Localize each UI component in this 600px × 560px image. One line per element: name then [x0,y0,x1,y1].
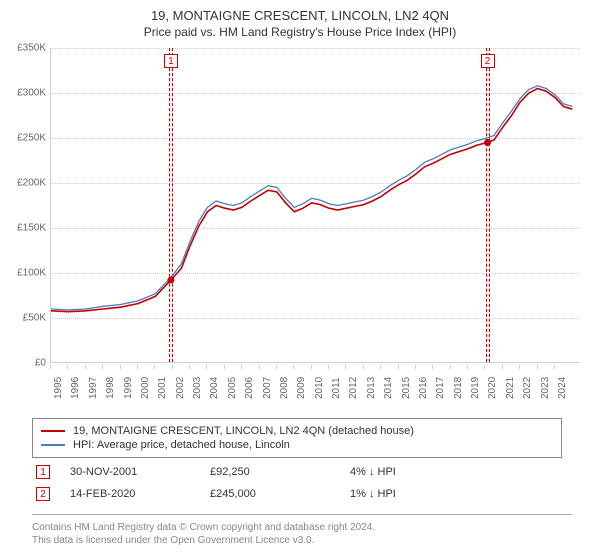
x-tick-label: 2020 [487,377,498,399]
table-row: 2 14-FEB-2020 £245,000 1% ↓ HPI [32,483,572,505]
x-tick [484,365,485,369]
legend-item: 19, MONTAIGNE CRESCENT, LINCOLN, LN2 4QN… [41,425,553,437]
x-tick [50,365,51,369]
x-tick-label: 2006 [244,377,255,399]
legend-item: HPI: Average price, detached house, Linc… [41,439,553,451]
x-tick-label: 2023 [540,377,551,399]
x-tick-label: 1999 [123,377,134,399]
x-tick-label: 2015 [401,377,412,399]
x-tick-label: 2011 [331,377,342,399]
x-tick [363,365,364,369]
x-tick-label: 2003 [192,377,203,399]
x-tick-label: 2016 [418,377,429,399]
x-tick-label: 2012 [348,377,359,399]
x-tick [120,365,121,369]
x-tick-label: 2007 [262,377,273,399]
legend: 19, MONTAIGNE CRESCENT, LINCOLN, LN2 4QN… [32,418,562,458]
y-tick-label: £50K [23,313,46,324]
line-property [51,89,572,312]
x-tick [241,365,242,369]
chart-subtitle: Price paid vs. HM Land Registry's House … [0,25,600,39]
footer: Contains HM Land Registry data © Crown c… [32,514,572,547]
y-tick-label: £250K [17,133,46,144]
x-tick-label: 2000 [140,377,151,399]
x-tick [502,365,503,369]
x-tick-label: 1998 [105,377,116,399]
x-tick-label: 1996 [70,377,81,399]
transactions-table: 1 30-NOV-2001 £92,250 4% ↓ HPI 2 14-FEB-… [32,461,572,505]
x-tick [345,365,346,369]
chart-title: 19, MONTAIGNE CRESCENT, LINCOLN, LN2 4QN [0,8,600,23]
row-diff: 1% ↓ HPI [350,488,470,500]
x-tick [554,365,555,369]
row-price: £245,000 [210,488,350,500]
row-marker-box: 1 [36,465,50,479]
chart-plot-area: £0£50K£100K£150K£200K£250K£300K£350K12 [50,48,580,363]
x-tick [415,365,416,369]
x-tick [328,365,329,369]
x-tick [137,365,138,369]
row-date: 30-NOV-2001 [70,466,210,478]
y-tick-label: £350K [17,43,46,54]
footer-line: Contains HM Land Registry data © Crown c… [32,521,572,534]
x-tick-label: 2024 [557,377,568,399]
line-hpi [51,86,572,310]
x-tick [154,365,155,369]
footer-line: This data is licensed under the Open Gov… [32,534,572,547]
legend-swatch [41,444,65,446]
x-tick [398,365,399,369]
x-tick-label: 2008 [279,377,290,399]
x-tick-label: 2017 [435,377,446,399]
x-tick-label: 2002 [175,377,186,399]
x-tick [432,365,433,369]
x-tick-label: 2004 [209,377,220,399]
x-tick [293,365,294,369]
x-tick-label: 2022 [522,377,533,399]
series-svg [51,48,581,363]
x-tick [537,365,538,369]
y-tick-label: £150K [17,223,46,234]
x-tick-label: 2001 [157,377,168,399]
row-marker-box: 2 [36,487,50,501]
y-tick-label: £100K [17,268,46,279]
row-price: £92,250 [210,466,350,478]
x-tick-label: 1995 [53,377,64,399]
x-tick-label: 2019 [470,377,481,399]
x-tick [206,365,207,369]
event-dot [484,139,491,146]
x-tick [189,365,190,369]
row-diff: 4% ↓ HPI [350,466,470,478]
x-tick [172,365,173,369]
x-tick [450,365,451,369]
chart-header: 19, MONTAIGNE CRESCENT, LINCOLN, LN2 4QN… [0,0,600,39]
y-tick-label: £0 [35,358,46,369]
x-tick-label: 2010 [314,377,325,399]
x-tick-label: 2005 [227,377,238,399]
x-tick [224,365,225,369]
x-tick [259,365,260,369]
x-tick-label: 2013 [366,377,377,399]
x-tick [276,365,277,369]
table-row: 1 30-NOV-2001 £92,250 4% ↓ HPI [32,461,572,483]
legend-swatch [41,430,65,432]
legend-label: 19, MONTAIGNE CRESCENT, LINCOLN, LN2 4QN… [73,425,414,437]
row-date: 14-FEB-2020 [70,488,210,500]
x-tick-label: 2014 [383,377,394,399]
x-tick [85,365,86,369]
event-dot [167,276,174,283]
x-tick-label: 2021 [505,377,516,399]
x-tick [519,365,520,369]
x-tick [311,365,312,369]
y-tick-label: £200K [17,178,46,189]
legend-label: HPI: Average price, detached house, Linc… [73,439,290,451]
x-tick-label: 2018 [453,377,464,399]
x-axis-labels: 1995 1996 1997 1998 1999 2000 2001 2002 2003 2004… [50,365,580,415]
x-tick-label: 2009 [296,377,307,399]
x-tick [380,365,381,369]
y-tick-label: £300K [17,88,46,99]
x-tick-label: 1997 [88,377,99,399]
x-tick [102,365,103,369]
x-tick [67,365,68,369]
x-tick [467,365,468,369]
